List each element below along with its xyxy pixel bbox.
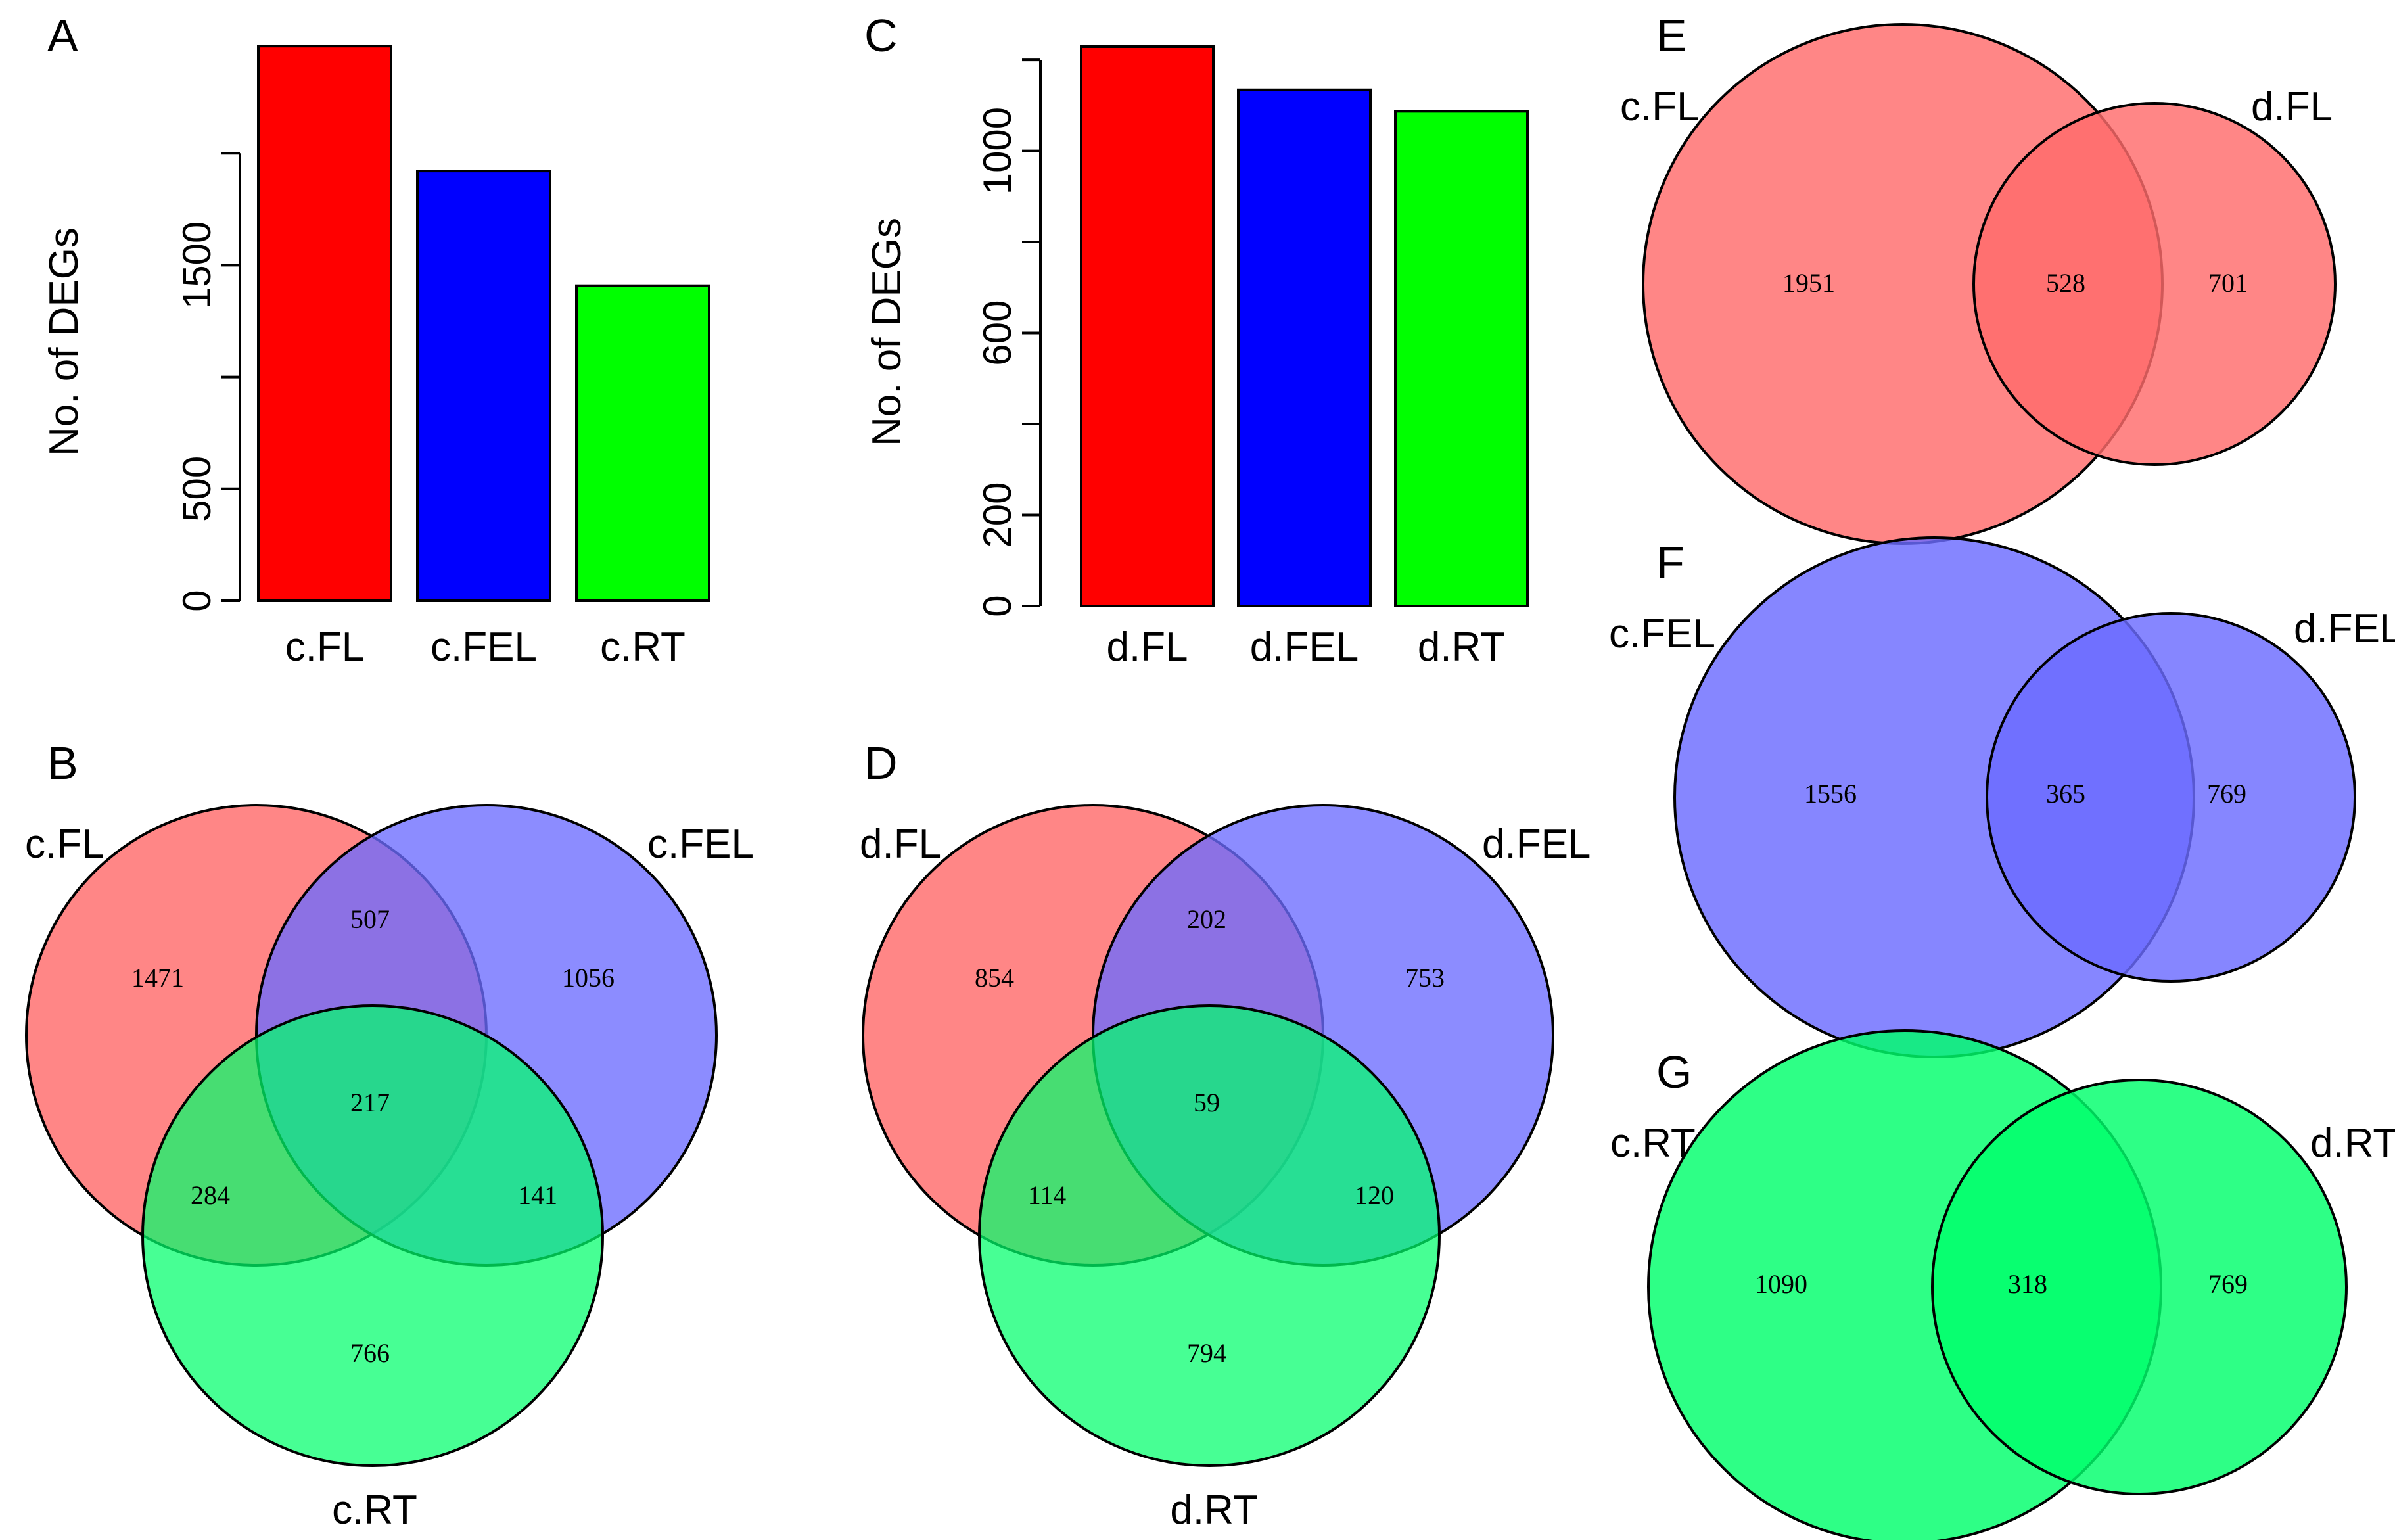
y-axis-label-a: No. of DEGs (41, 227, 87, 456)
y-tick-label-c: 200 (975, 482, 1019, 548)
venn-diagram-e: c.FL d.FL 1951 528 701 (1620, 23, 2337, 545)
venn-d-circle-c (978, 1004, 1441, 1467)
venn-e-label-a: c.FL (1620, 84, 1700, 129)
venn-b-abc: 217 (350, 1088, 390, 1117)
bar-chart-a: No. of DEGs 0 500 1500 c.FL c.FEL c.RT (41, 45, 710, 670)
bar-chart-c: No. of DEGs 0 200 600 1000 d.FL d.FEL d.RT (864, 45, 1529, 670)
venn-diagram-d: d.FL d.FEL d.RT 854 202 753 59 114 120 794 (860, 804, 1591, 1533)
venn-e-ab: 528 (2046, 268, 2085, 298)
venn-diagram-f: c.FEL d.FEL 1556 365 769 (1609, 536, 2395, 1058)
venn-e-only-b: 701 (2208, 268, 2248, 298)
venn-d-label-c: d.RT (1170, 1487, 1257, 1533)
venn-diagram-g: c.RT d.RT 1090 318 769 (1610, 1029, 2395, 1540)
venn-b-only-c: 766 (350, 1338, 390, 1368)
bar-c-d.FL (1080, 45, 1215, 607)
panel-letter-e: E (1656, 10, 1687, 61)
category-label-a: c.RT (600, 624, 686, 670)
venn-g-ab: 318 (2008, 1269, 2047, 1299)
category-label-c: d.FL (1106, 624, 1188, 670)
venn-d-bc: 120 (1355, 1180, 1394, 1210)
venn-b-only-a: 1471 (131, 963, 184, 992)
panel-letter-b: B (47, 737, 78, 789)
category-label-c: d.FEL (1250, 624, 1359, 670)
panel-letter-d: D (864, 737, 898, 789)
panel-letter-f: F (1656, 537, 1685, 588)
venn-g-circle-b (1931, 1079, 2348, 1495)
venn-f-only-b: 769 (2207, 779, 2246, 808)
bar-c-d.FEL (1237, 88, 1372, 607)
venn-e-circle-b (1972, 102, 2337, 466)
venn-b-ab: 507 (350, 904, 390, 934)
panel-letter-c: C (864, 10, 898, 61)
venn-d-abc: 59 (1194, 1088, 1220, 1117)
y-tick-label-a: 500 (175, 456, 219, 522)
venn-b-label-a: c.FL (25, 822, 105, 867)
venn-d-ac: 114 (1028, 1180, 1067, 1210)
panel-letter-a: A (47, 10, 78, 61)
venn-b-label-b: c.FEL (647, 822, 754, 867)
y-tick-label-c: 1000 (975, 107, 1019, 195)
venn-f-only-a: 1556 (1804, 779, 1857, 808)
venn-g-only-b: 769 (2208, 1269, 2248, 1299)
venn-d-label-a: d.FL (860, 822, 941, 867)
category-label-a: c.FL (285, 624, 365, 670)
category-label-c: d.RT (1418, 624, 1505, 670)
venn-g-only-a: 1090 (1755, 1269, 1807, 1299)
venn-d-only-b: 753 (1405, 963, 1445, 992)
panel-letter-g: G (1656, 1046, 1692, 1098)
y-tick-label-c: 0 (975, 595, 1019, 617)
y-tick-label-a: 0 (175, 590, 219, 611)
venn-d-only-c: 794 (1187, 1338, 1226, 1368)
venn-f-label-a: c.FEL (1609, 611, 1715, 657)
bar-a-c.RT (575, 284, 710, 602)
y-tick-label-c: 600 (975, 300, 1019, 365)
bar-c-d.RT (1394, 110, 1529, 608)
venn-diagram-b: c.FL c.FEL c.RT 1471 507 1056 217 284 141 766 (25, 804, 754, 1533)
venn-f-circle-b (1986, 612, 2356, 983)
venn-d-ab: 202 (1187, 904, 1226, 934)
bar-a-c.FEL (416, 170, 551, 602)
venn-b-label-c: c.RT (332, 1487, 417, 1533)
y-tick-label-a: 1500 (175, 222, 219, 309)
venn-d-label-b: d.FEL (1482, 822, 1591, 867)
venn-b-ac: 284 (191, 1180, 230, 1210)
venn-b-bc: 141 (518, 1180, 557, 1210)
venn-g-label-b: d.RT (2310, 1121, 2395, 1166)
venn-g-label-a: c.RT (1610, 1121, 1696, 1166)
venn-f-label-b: d.FEL (2294, 606, 2395, 651)
venn-b-only-b: 1056 (562, 963, 615, 992)
venn-f-ab: 365 (2046, 779, 2085, 808)
venn-e-only-a: 1951 (1782, 268, 1835, 298)
bar-a-c.FL (257, 45, 392, 603)
venn-e-label-b: d.FL (2251, 84, 2333, 129)
y-axis-label-c: No. of DEGs (864, 218, 910, 446)
venn-b-circle-c (141, 1004, 604, 1467)
category-label-a: c.FEL (430, 624, 537, 670)
venn-d-only-a: 854 (975, 963, 1014, 992)
